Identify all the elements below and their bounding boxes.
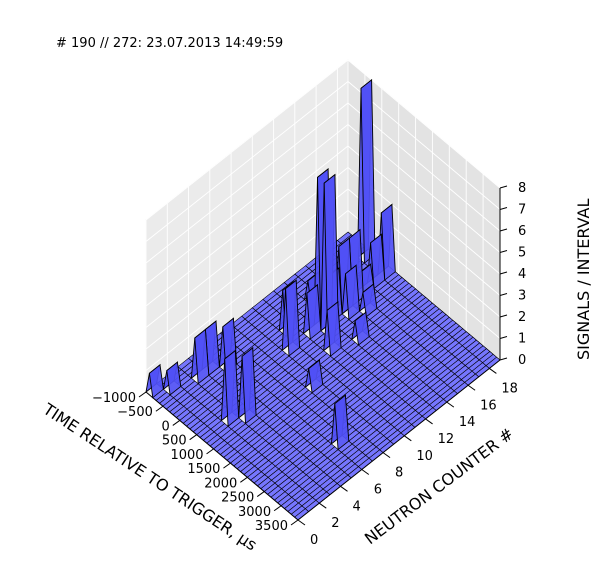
grid-line-z — [145, 80, 501, 242]
y-tick-mark — [404, 435, 412, 442]
z-tick-mark — [499, 314, 508, 318]
grid-line-z — [145, 59, 501, 221]
z-tick-label: 6 — [518, 224, 526, 239]
x-tick-mark — [155, 405, 164, 412]
z-tick-mark — [499, 228, 508, 232]
y-tick-mark — [446, 401, 455, 408]
y-tick-mark — [361, 469, 370, 475]
x-tick-label: −1000 — [92, 391, 136, 406]
x-tick-mark — [223, 462, 231, 469]
x-tick-mark — [256, 491, 265, 497]
y-tick-label: 4 — [353, 499, 361, 514]
y-tick-mark — [489, 368, 497, 374]
z-tick-label: 0 — [518, 353, 526, 368]
y-tick-label: 12 — [438, 432, 455, 447]
x-axis-line — [145, 391, 299, 521]
x-tick-label: 0 — [161, 419, 169, 434]
z-tick-label: 1 — [518, 332, 526, 347]
z-tick-mark — [499, 293, 508, 296]
grid-line-z — [145, 123, 501, 285]
y-tick-mark — [382, 452, 391, 459]
z-tick-mark — [499, 185, 508, 189]
y-tick-mark — [467, 384, 476, 391]
x-tick-label: 1500 — [187, 462, 220, 477]
x-tick-mark — [273, 505, 282, 512]
z-tick-mark — [499, 357, 508, 361]
y-tick-label: 0 — [310, 533, 318, 548]
y-tick-mark — [340, 485, 348, 492]
y-tick-mark — [318, 502, 327, 509]
y-tick-label: 6 — [374, 482, 382, 497]
grid-line-z — [145, 209, 501, 371]
z-tick-label: 7 — [518, 203, 526, 218]
plot-header: # 190 // 272: 23.07.2013 14:49:59 — [56, 36, 284, 51]
y-tick-label: 14 — [459, 415, 476, 430]
x-tick-label: 1000 — [170, 448, 203, 463]
grid-line-z — [145, 166, 501, 328]
x-tick-mark — [172, 420, 181, 426]
y-tick-label: 16 — [480, 398, 497, 413]
x-tick-mark — [240, 476, 248, 483]
y-tick-label: 2 — [331, 516, 339, 531]
x-tick-label: 2500 — [221, 491, 254, 506]
z-tick-label: 3 — [518, 289, 526, 304]
y-axis-line — [297, 359, 501, 521]
y-tick-mark — [425, 418, 433, 425]
surface-strips — [145, 78, 501, 521]
z-tick-label: 8 — [518, 181, 526, 196]
x-tick-mark — [290, 519, 299, 526]
y-tick-label: 8 — [395, 466, 403, 481]
z-ticks: 0 1 2 3 4 5 6 7 8 — [499, 181, 526, 368]
grid-line-z — [145, 102, 501, 264]
x-tick-label: 3000 — [238, 505, 271, 520]
x-tick-mark — [189, 434, 197, 441]
z-tick-label: 4 — [518, 267, 526, 282]
z-tick-mark — [499, 250, 508, 253]
grid-line-z — [145, 145, 501, 307]
z-tick-label: 2 — [518, 310, 526, 325]
z-tick-label: 5 — [518, 246, 526, 261]
z-axis-label: SIGNALS / INTERVAL — [574, 199, 593, 361]
y-tick-mark — [297, 519, 306, 526]
y-tick-label: 10 — [416, 449, 433, 464]
grid-line-z — [145, 188, 501, 350]
x-tick-label: −500 — [117, 405, 153, 420]
z-tick-mark — [499, 271, 508, 275]
x-tick-mark — [138, 391, 147, 398]
x-tick-label: 2000 — [204, 476, 237, 491]
z-tick-mark — [499, 336, 508, 339]
x-tick-label: 3500 — [255, 519, 288, 534]
x-tick-mark — [206, 448, 214, 455]
x-tick-label: 500 — [162, 434, 187, 449]
z-tick-mark — [499, 207, 508, 210]
y-tick-label: 18 — [501, 381, 518, 396]
